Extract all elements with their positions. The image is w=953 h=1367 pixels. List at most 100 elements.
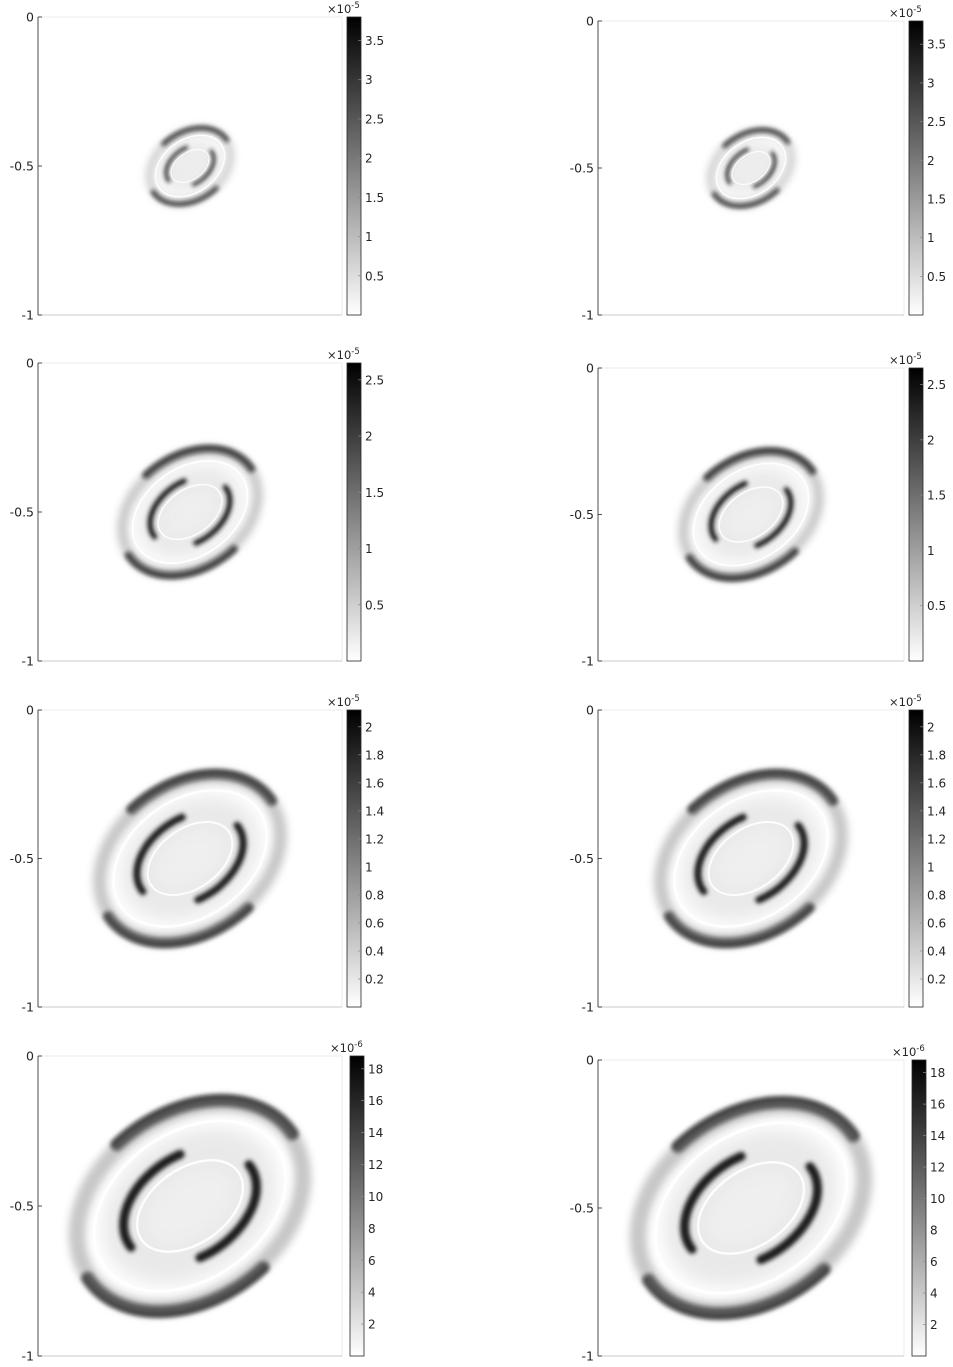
- y-tick-label: 0: [586, 14, 594, 29]
- y-tick-label: -0.5: [10, 1199, 34, 1214]
- colorbar-tick-label: 2.5: [365, 112, 384, 126]
- colorbar-tick-label: 2.5: [365, 373, 384, 387]
- colorbar-tick-label: 0.4: [927, 944, 946, 958]
- colorbar-tick-label: 0.5: [365, 269, 384, 283]
- colorbar-tick-label: 1.5: [365, 191, 384, 205]
- exponent-power: -5: [913, 5, 921, 15]
- colorbar-exponent-label: ×10-5: [889, 352, 922, 367]
- colorbar-tick-label: 0.5: [927, 270, 946, 284]
- y-tick-label: -0.5: [570, 851, 594, 866]
- y-tick-label: -0.5: [570, 161, 594, 176]
- colorbar-tick-label: 1.4: [927, 804, 946, 818]
- colorbar-tick-label: 2: [927, 433, 935, 447]
- colorbar-tick-label: 1.5: [927, 192, 946, 206]
- colorbar-exponent-label: ×10-5: [327, 347, 360, 362]
- colorbar-tick-label: 1.6: [365, 776, 384, 790]
- colorbar-tick-label: 1: [927, 544, 935, 558]
- colorbar-gradient: [909, 368, 923, 661]
- colorbar-gradient: [347, 17, 361, 315]
- y-tick-label: 0: [586, 703, 594, 718]
- colorbar-tick-label: 10: [930, 1192, 945, 1206]
- colorbar-tick-label: 16: [930, 1098, 945, 1112]
- colorbar-tick-label: 1: [365, 230, 373, 244]
- colorbar-tick-label: 4: [930, 1287, 938, 1301]
- panel-r2c1: 0 -0.5 -1 2.5 2 1.5 1 0.5 ×10-5: [10, 347, 384, 669]
- exponent-base: ×10: [892, 1045, 916, 1059]
- exponent-base: ×10: [330, 1041, 354, 1055]
- y-tick-label: -1: [582, 308, 594, 323]
- colorbar-tick-label: 1: [365, 542, 373, 556]
- colorbar-exponent-label: ×10-6: [330, 1040, 363, 1055]
- colorbar-gradient: [347, 363, 361, 661]
- y-tick-label: -1: [22, 1000, 34, 1015]
- colorbar-tick-label: 2: [927, 720, 935, 734]
- colorbar-tick-label: 1: [927, 860, 935, 874]
- colorbar-tick-label: 2: [930, 1318, 938, 1332]
- colorbar-tick-label: 8: [368, 1222, 376, 1236]
- exponent-power: -5: [913, 694, 921, 704]
- colorbar-exponent-label: ×10-5: [889, 694, 922, 709]
- colorbar-tick-label: 0.4: [365, 944, 384, 958]
- colorbar-tick-label: 0.6: [927, 916, 946, 930]
- colorbar-tick-label: 1.5: [365, 486, 384, 500]
- colorbar-tick-label: 4: [368, 1286, 376, 1300]
- exponent-power: -5: [351, 694, 359, 704]
- colorbar-tick-label: 1.2: [365, 832, 384, 846]
- panel-r1c2: 0-0.5-13.532.521.510.5×10-5: [570, 5, 946, 323]
- colorbar-tick-label: 10: [368, 1190, 383, 1204]
- y-tick-label: -1: [582, 1000, 594, 1015]
- colorbar-tick-label: 2: [365, 430, 373, 444]
- colorbar-tick-label: 14: [930, 1129, 945, 1143]
- exponent-base: ×10: [327, 2, 351, 16]
- colorbar-exponent-label: ×10-5: [889, 5, 922, 20]
- colorbar-tick-label: 1: [365, 860, 373, 874]
- colorbar-tick-label: 8: [930, 1224, 938, 1238]
- colorbar-tick-label: 1.5: [927, 489, 946, 503]
- y-tick-label: -1: [22, 308, 34, 323]
- colorbar-tick-label: 1.6: [927, 776, 946, 790]
- y-tick-label: -0.5: [10, 851, 34, 866]
- exponent-power: -5: [351, 347, 359, 357]
- colorbar-exponent-label: ×10-5: [327, 1, 360, 16]
- y-tick-label: 0: [586, 1053, 594, 1068]
- colorbar-tick-label: 0.2: [365, 972, 384, 986]
- colorbar-tick-label: 3: [365, 73, 373, 87]
- colorbar-tick-label: 1.2: [927, 832, 946, 846]
- colorbar-tick-label: 1.8: [927, 748, 946, 762]
- panel-r3c2: 0 -0.5 -1 2 1.8 1.6 1.4 1.2 1 0.8 0.6 0.4 0.2 ×10-5: [570, 694, 946, 1015]
- colorbar-gradient: [909, 21, 923, 315]
- colorbar-tick-label: 18: [930, 1066, 945, 1080]
- y-tick-label: 0: [26, 1049, 34, 1064]
- colorbar-tick-label: 1: [927, 231, 935, 245]
- y-tick-label: -0.5: [10, 159, 34, 174]
- y-tick-label: -0.5: [570, 1201, 594, 1216]
- panel-r1c1: 0 -0.5 -1 3.5 3 2.5 2 1.5 1 0.5 ×10-5: [10, 1, 384, 323]
- colorbar-tick-label: 0.2: [927, 972, 946, 986]
- panel-r4c2: 0 -0.5 -1 18 16 14 12 10 8 6 4 2 ×10-6: [570, 1044, 946, 1364]
- y-tick-label: -0.5: [10, 505, 34, 520]
- exponent-base: ×10: [327, 348, 351, 362]
- colorbar-tick-label: 0.6: [365, 916, 384, 930]
- colorbar-tick-label: 2: [368, 1318, 376, 1332]
- y-tick-label: -1: [22, 1349, 34, 1364]
- y-tick-label: -1: [22, 654, 34, 669]
- colorbar-tick-label: 2: [365, 720, 373, 734]
- colorbar-exponent-label: ×10-6: [892, 1044, 925, 1059]
- y-tick-label: -1: [582, 654, 594, 669]
- colorbar-tick-label: 12: [930, 1161, 945, 1175]
- colorbar-tick-label: 2: [365, 152, 373, 166]
- colorbar-tick-label: 18: [368, 1062, 383, 1076]
- colorbar-tick-label: 2.5: [927, 115, 946, 129]
- colorbar-tick-label: 16: [368, 1094, 383, 1108]
- y-tick-label: -1: [582, 1349, 594, 1364]
- colorbar-tick-label: 6: [930, 1255, 938, 1269]
- panel-r4c1: 0 -0.5 -1 18 16 14 12 10 8 6 4 2 ×10-6: [10, 1040, 384, 1364]
- colorbar-tick-label: 3.5: [365, 34, 384, 48]
- colorbar-tick-label: 0.8: [365, 888, 384, 902]
- y-tick-label: 0: [26, 356, 34, 371]
- y-tick-label: 0: [586, 361, 594, 376]
- colorbar-tick-label: 0.5: [365, 598, 384, 612]
- colorbar-tick-label: 3.5: [927, 38, 946, 52]
- colorbar-tick-label: 3: [927, 76, 935, 90]
